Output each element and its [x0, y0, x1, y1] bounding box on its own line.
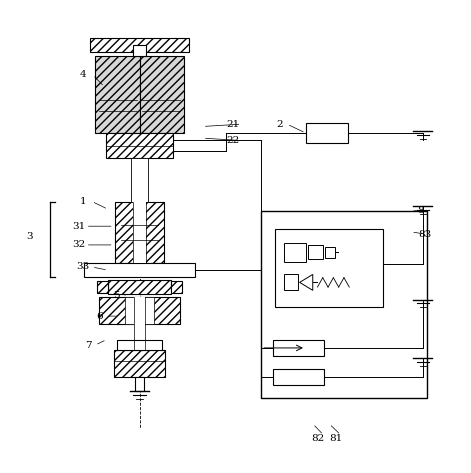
Text: 8: 8 — [417, 206, 424, 215]
Bar — [275, 229, 383, 307]
Bar — [139, 56, 184, 133]
Text: 31: 31 — [72, 222, 85, 231]
Bar — [117, 340, 162, 350]
Bar — [284, 243, 306, 262]
Bar — [134, 297, 145, 350]
Bar — [97, 281, 108, 293]
Text: 5: 5 — [113, 290, 120, 299]
Text: 81: 81 — [330, 434, 343, 443]
Text: 32: 32 — [72, 240, 85, 249]
Bar — [308, 245, 323, 260]
Text: 83: 83 — [419, 230, 432, 239]
Bar — [273, 369, 324, 385]
Text: 3: 3 — [26, 232, 33, 241]
Bar — [125, 297, 154, 324]
Text: 33: 33 — [77, 263, 90, 272]
Bar — [95, 56, 139, 133]
Text: 7: 7 — [85, 341, 91, 350]
Bar — [306, 123, 348, 143]
Bar — [133, 202, 146, 263]
Bar — [261, 211, 428, 398]
Text: 4: 4 — [80, 70, 87, 79]
Bar — [135, 377, 144, 391]
Bar — [84, 263, 195, 277]
Bar — [90, 38, 189, 52]
Polygon shape — [300, 274, 313, 290]
Text: 1: 1 — [80, 197, 87, 206]
Bar — [114, 350, 165, 377]
Text: 21: 21 — [227, 120, 240, 129]
Bar — [98, 297, 180, 324]
Bar — [284, 274, 298, 290]
Bar — [115, 202, 164, 263]
Bar — [273, 340, 324, 356]
Bar — [325, 247, 335, 258]
Bar — [108, 280, 171, 294]
Bar — [133, 44, 146, 56]
Text: 2: 2 — [276, 120, 283, 129]
Bar — [171, 281, 182, 293]
Text: 22: 22 — [227, 136, 240, 145]
Text: 6: 6 — [97, 312, 103, 321]
Text: 82: 82 — [311, 434, 324, 443]
Bar — [130, 158, 148, 202]
Bar — [106, 133, 173, 158]
